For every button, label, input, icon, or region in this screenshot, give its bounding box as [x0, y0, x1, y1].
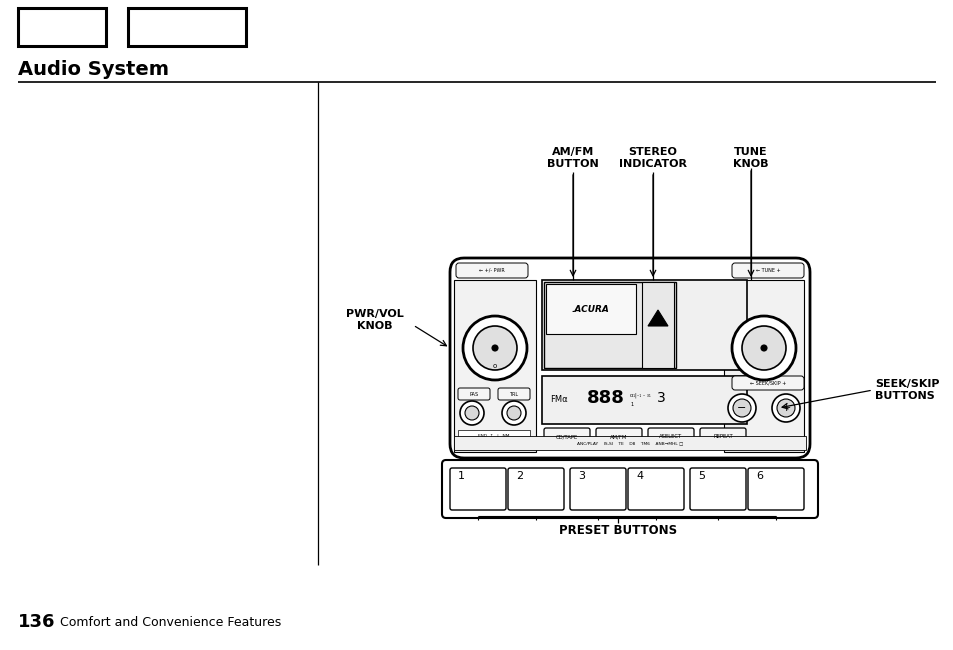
Text: CD/TAPE: CD/TAPE — [556, 434, 578, 439]
Circle shape — [731, 316, 795, 380]
Text: TUNE
KNOB: TUNE KNOB — [733, 147, 768, 169]
Text: 888: 888 — [586, 389, 624, 407]
FancyBboxPatch shape — [569, 468, 625, 510]
Text: FMα: FMα — [550, 395, 567, 404]
FancyBboxPatch shape — [450, 468, 505, 510]
Circle shape — [732, 399, 750, 417]
Text: Audio System: Audio System — [18, 60, 169, 79]
FancyBboxPatch shape — [543, 428, 589, 446]
Circle shape — [473, 326, 517, 370]
Circle shape — [741, 326, 785, 370]
Bar — [541, 376, 746, 424]
FancyBboxPatch shape — [497, 388, 530, 400]
Text: .ACURA: .ACURA — [572, 304, 609, 313]
Text: ← +/- PWR: ← +/- PWR — [478, 268, 504, 273]
Text: 6: 6 — [755, 471, 762, 481]
Text: o: o — [493, 363, 497, 369]
Text: ← SEEK/SKIP +: ← SEEK/SKIP + — [749, 380, 785, 385]
Circle shape — [760, 345, 766, 351]
FancyBboxPatch shape — [441, 460, 817, 518]
FancyBboxPatch shape — [747, 468, 803, 510]
Circle shape — [492, 345, 497, 351]
FancyBboxPatch shape — [596, 428, 641, 446]
Text: 3: 3 — [657, 391, 665, 405]
Bar — [543, 282, 676, 368]
FancyBboxPatch shape — [731, 376, 803, 390]
Text: ₁: ₁ — [629, 398, 633, 408]
Bar — [454, 280, 536, 452]
Polygon shape — [647, 310, 667, 326]
Text: PRESET BUTTONS: PRESET BUTTONS — [558, 523, 677, 536]
Text: FND  ↑  ↓  NM: FND ↑ ↓ NM — [477, 434, 509, 438]
FancyBboxPatch shape — [456, 263, 527, 278]
Circle shape — [464, 406, 478, 420]
FancyBboxPatch shape — [450, 258, 809, 458]
Text: REPEAT: REPEAT — [713, 434, 732, 439]
FancyBboxPatch shape — [731, 263, 803, 278]
FancyBboxPatch shape — [647, 428, 693, 446]
Circle shape — [771, 394, 800, 422]
Text: AM/FM
BUTTON: AM/FM BUTTON — [547, 147, 598, 169]
Circle shape — [501, 401, 525, 425]
Circle shape — [462, 316, 526, 380]
Bar — [457, 430, 530, 442]
Text: PWR/VOL
KNOB: PWR/VOL KNOB — [346, 309, 403, 331]
FancyBboxPatch shape — [689, 468, 745, 510]
Text: ASELECT: ASELECT — [659, 434, 682, 439]
Bar — [723, 280, 803, 452]
FancyBboxPatch shape — [507, 468, 563, 510]
Circle shape — [727, 394, 755, 422]
Bar — [454, 436, 805, 450]
FancyBboxPatch shape — [627, 468, 683, 510]
Bar — [128, 8, 246, 46]
Text: ɑ₁|₋₁ ₋ ₃₁: ɑ₁|₋₁ ₋ ₃₁ — [629, 392, 650, 398]
Text: ← TUNE +: ← TUNE + — [755, 268, 780, 273]
Text: 3: 3 — [578, 471, 584, 481]
Bar — [545, 284, 636, 334]
Text: ANC/PLAY    IS,SI    TE    D8    TM6    ANB→MHL □: ANC/PLAY IS,SI TE D8 TM6 ANB→MHL □ — [577, 441, 682, 445]
Text: TRL: TRL — [509, 391, 518, 396]
Text: 136: 136 — [18, 613, 55, 631]
Circle shape — [776, 399, 794, 417]
Text: AM/FM: AM/FM — [610, 434, 627, 439]
Circle shape — [506, 406, 520, 420]
Circle shape — [459, 401, 483, 425]
Text: −: − — [737, 403, 746, 413]
Text: 5: 5 — [698, 471, 704, 481]
Text: +: + — [781, 403, 790, 413]
Text: 2: 2 — [516, 471, 522, 481]
Bar — [641, 282, 673, 368]
Bar — [541, 280, 746, 370]
Bar — [18, 8, 106, 46]
Text: STEREO
INDICATOR: STEREO INDICATOR — [618, 147, 686, 169]
FancyBboxPatch shape — [700, 428, 745, 446]
Text: 1: 1 — [457, 471, 464, 481]
FancyBboxPatch shape — [457, 388, 490, 400]
Text: 4: 4 — [636, 471, 642, 481]
Text: SEEK/SKIP
BUTTONS: SEEK/SKIP BUTTONS — [874, 379, 939, 401]
Text: Comfort and Convenience Features: Comfort and Convenience Features — [60, 616, 281, 629]
Text: PAS: PAS — [469, 391, 478, 396]
